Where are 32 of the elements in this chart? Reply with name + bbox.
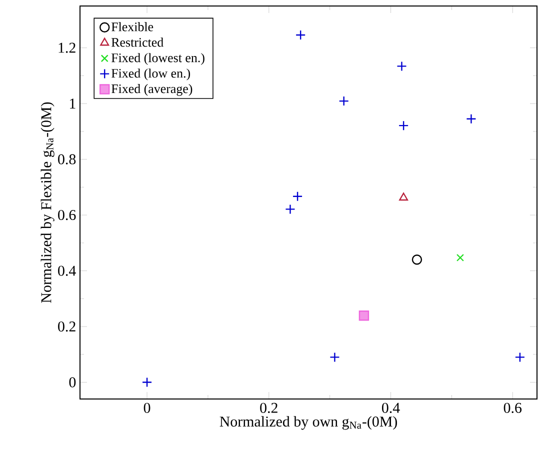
point <box>330 352 340 362</box>
y-tick-label: 1 <box>70 98 76 108</box>
legend-label: Fixed (lowest en.) <box>111 53 204 65</box>
y-tick-label: 0.2 <box>58 321 76 332</box>
y-tick-label: 0.6 <box>58 210 76 220</box>
point <box>295 30 306 40</box>
point <box>292 191 303 202</box>
y-tick-label: 1.2 <box>58 42 76 53</box>
point <box>456 254 464 262</box>
y-tick-label: 0 <box>69 377 76 388</box>
point <box>399 192 408 201</box>
y-tick-label: 0.4 <box>58 266 76 276</box>
legend-label: Restricted <box>111 38 164 47</box>
legend-label: Fixed (average) <box>111 84 192 96</box>
point <box>398 120 409 131</box>
x-tick-label: 0.6 <box>504 402 522 413</box>
y-tick-label: 0.8 <box>58 154 76 164</box>
point <box>412 254 422 265</box>
point <box>338 96 349 106</box>
legend-label: Flexible <box>111 22 154 32</box>
x-tick-label: 0.2 <box>260 402 278 413</box>
point <box>514 352 526 362</box>
point <box>285 204 296 214</box>
point <box>358 310 370 321</box>
legend-label: Fixed (low en.) <box>111 68 190 80</box>
point <box>142 377 152 388</box>
point <box>396 61 407 72</box>
y-axis-title: Normalized by Flexible g$_{Na}$-(0M) <box>40 102 54 303</box>
x-tick-label: 0 <box>144 402 150 413</box>
x-axis-title: Normalized by own g$_{Na}$-(0M) <box>220 416 397 430</box>
point <box>466 114 476 124</box>
x-tick-label: 0.4 <box>382 402 400 413</box>
